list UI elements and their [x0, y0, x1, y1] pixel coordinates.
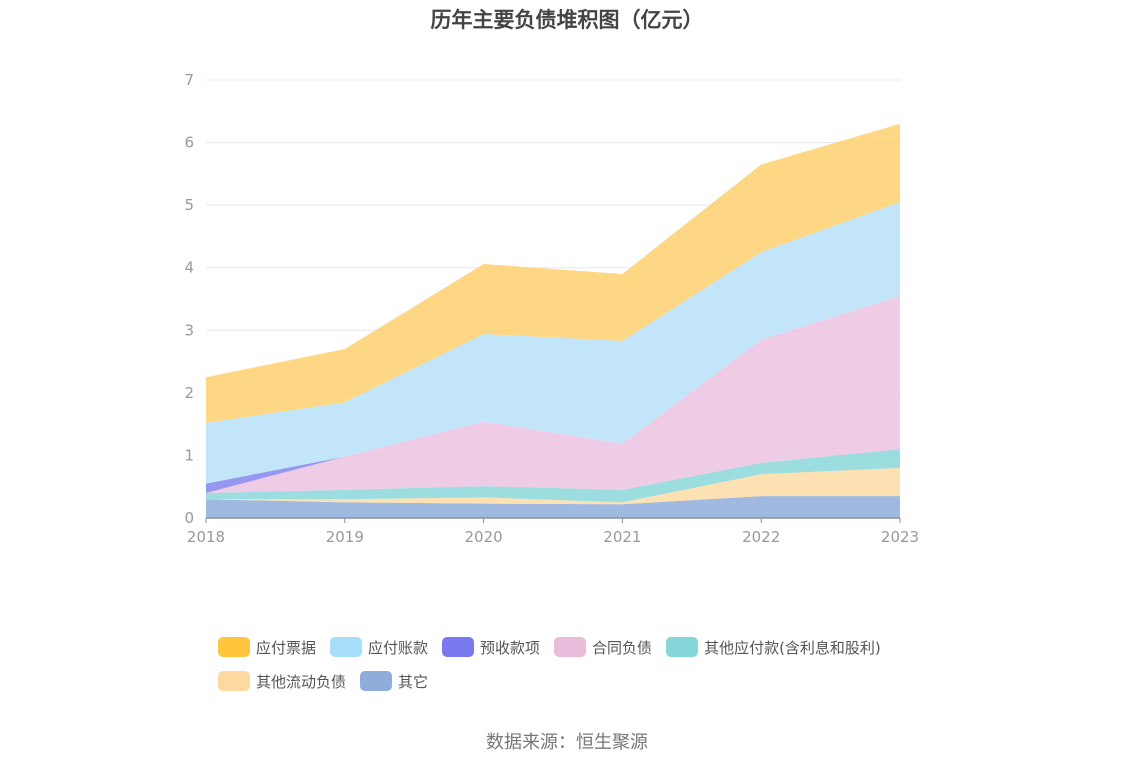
x-tick-label: 2020	[465, 528, 503, 546]
legend-label: 应付账款	[368, 638, 429, 657]
area-series	[206, 295, 900, 493]
legend-row: 应付票据 应付账款 预收款项 合同负债 其他应付款(含利息和股利)	[218, 630, 938, 664]
chart-title: 历年主要负债堆积图（亿元）	[430, 8, 704, 32]
legend-swatch	[666, 637, 699, 657]
legend-label: 其它	[398, 672, 429, 691]
legend-swatch	[442, 637, 475, 657]
legend-swatch	[554, 637, 587, 657]
legend-label: 应付票据	[256, 638, 317, 657]
legend-label: 其他应付款(含利息和股利)	[704, 638, 881, 657]
legend-item-notes-payable[interactable]: 应付票据	[218, 637, 316, 658]
area-series	[206, 123, 900, 423]
x-tick-label: 2019	[326, 528, 364, 546]
legend-row: 其他流动负债 其它	[218, 664, 938, 698]
area-series	[206, 202, 900, 484]
y-tick-label: 5	[184, 196, 194, 214]
data-source-note: 数据来源：恒生聚源	[486, 732, 648, 753]
area-series	[206, 295, 900, 493]
legend-label: 合同负债	[592, 638, 653, 657]
legend-item-accounts-payable[interactable]: 应付账款	[330, 637, 428, 658]
legend-label: 预收款项	[480, 638, 541, 657]
legend-swatch	[218, 637, 250, 657]
x-tick-label: 2022	[742, 528, 780, 546]
y-tick-label: 1	[184, 446, 194, 464]
y-tick-label: 7	[184, 71, 194, 89]
area-series	[206, 467, 900, 505]
y-tick-label: 2	[184, 384, 194, 402]
legend-item-advance-receipts[interactable]: 预收款项	[442, 637, 540, 658]
x-tick-label: 2021	[603, 528, 641, 546]
legend-label: 其他流动负债	[256, 672, 347, 691]
y-tick-label: 3	[184, 321, 194, 339]
legend-item-other-payables[interactable]: 其他应付款(含利息和股利)	[666, 637, 881, 658]
chart-legend: 应付票据 应付账款 预收款项 合同负债 其他应付款(含利息和股利) 其他流动负债…	[218, 630, 938, 698]
y-tick-label: 4	[184, 259, 194, 277]
y-tick-label: 6	[184, 134, 194, 152]
legend-swatch	[218, 671, 250, 691]
legend-swatch	[360, 671, 393, 691]
legend-item-contract-liabilities[interactable]: 合同负债	[554, 637, 652, 658]
area-series	[206, 449, 900, 503]
y-tick-label: 0	[184, 509, 194, 527]
legend-item-others[interactable]: 其它	[360, 671, 428, 692]
area-series	[206, 496, 900, 518]
x-tick-label: 2023	[881, 528, 919, 546]
legend-item-other-current-liabilities[interactable]: 其他流动负债	[218, 671, 346, 692]
x-tick-label: 2018	[187, 528, 225, 546]
legend-swatch	[330, 637, 363, 657]
